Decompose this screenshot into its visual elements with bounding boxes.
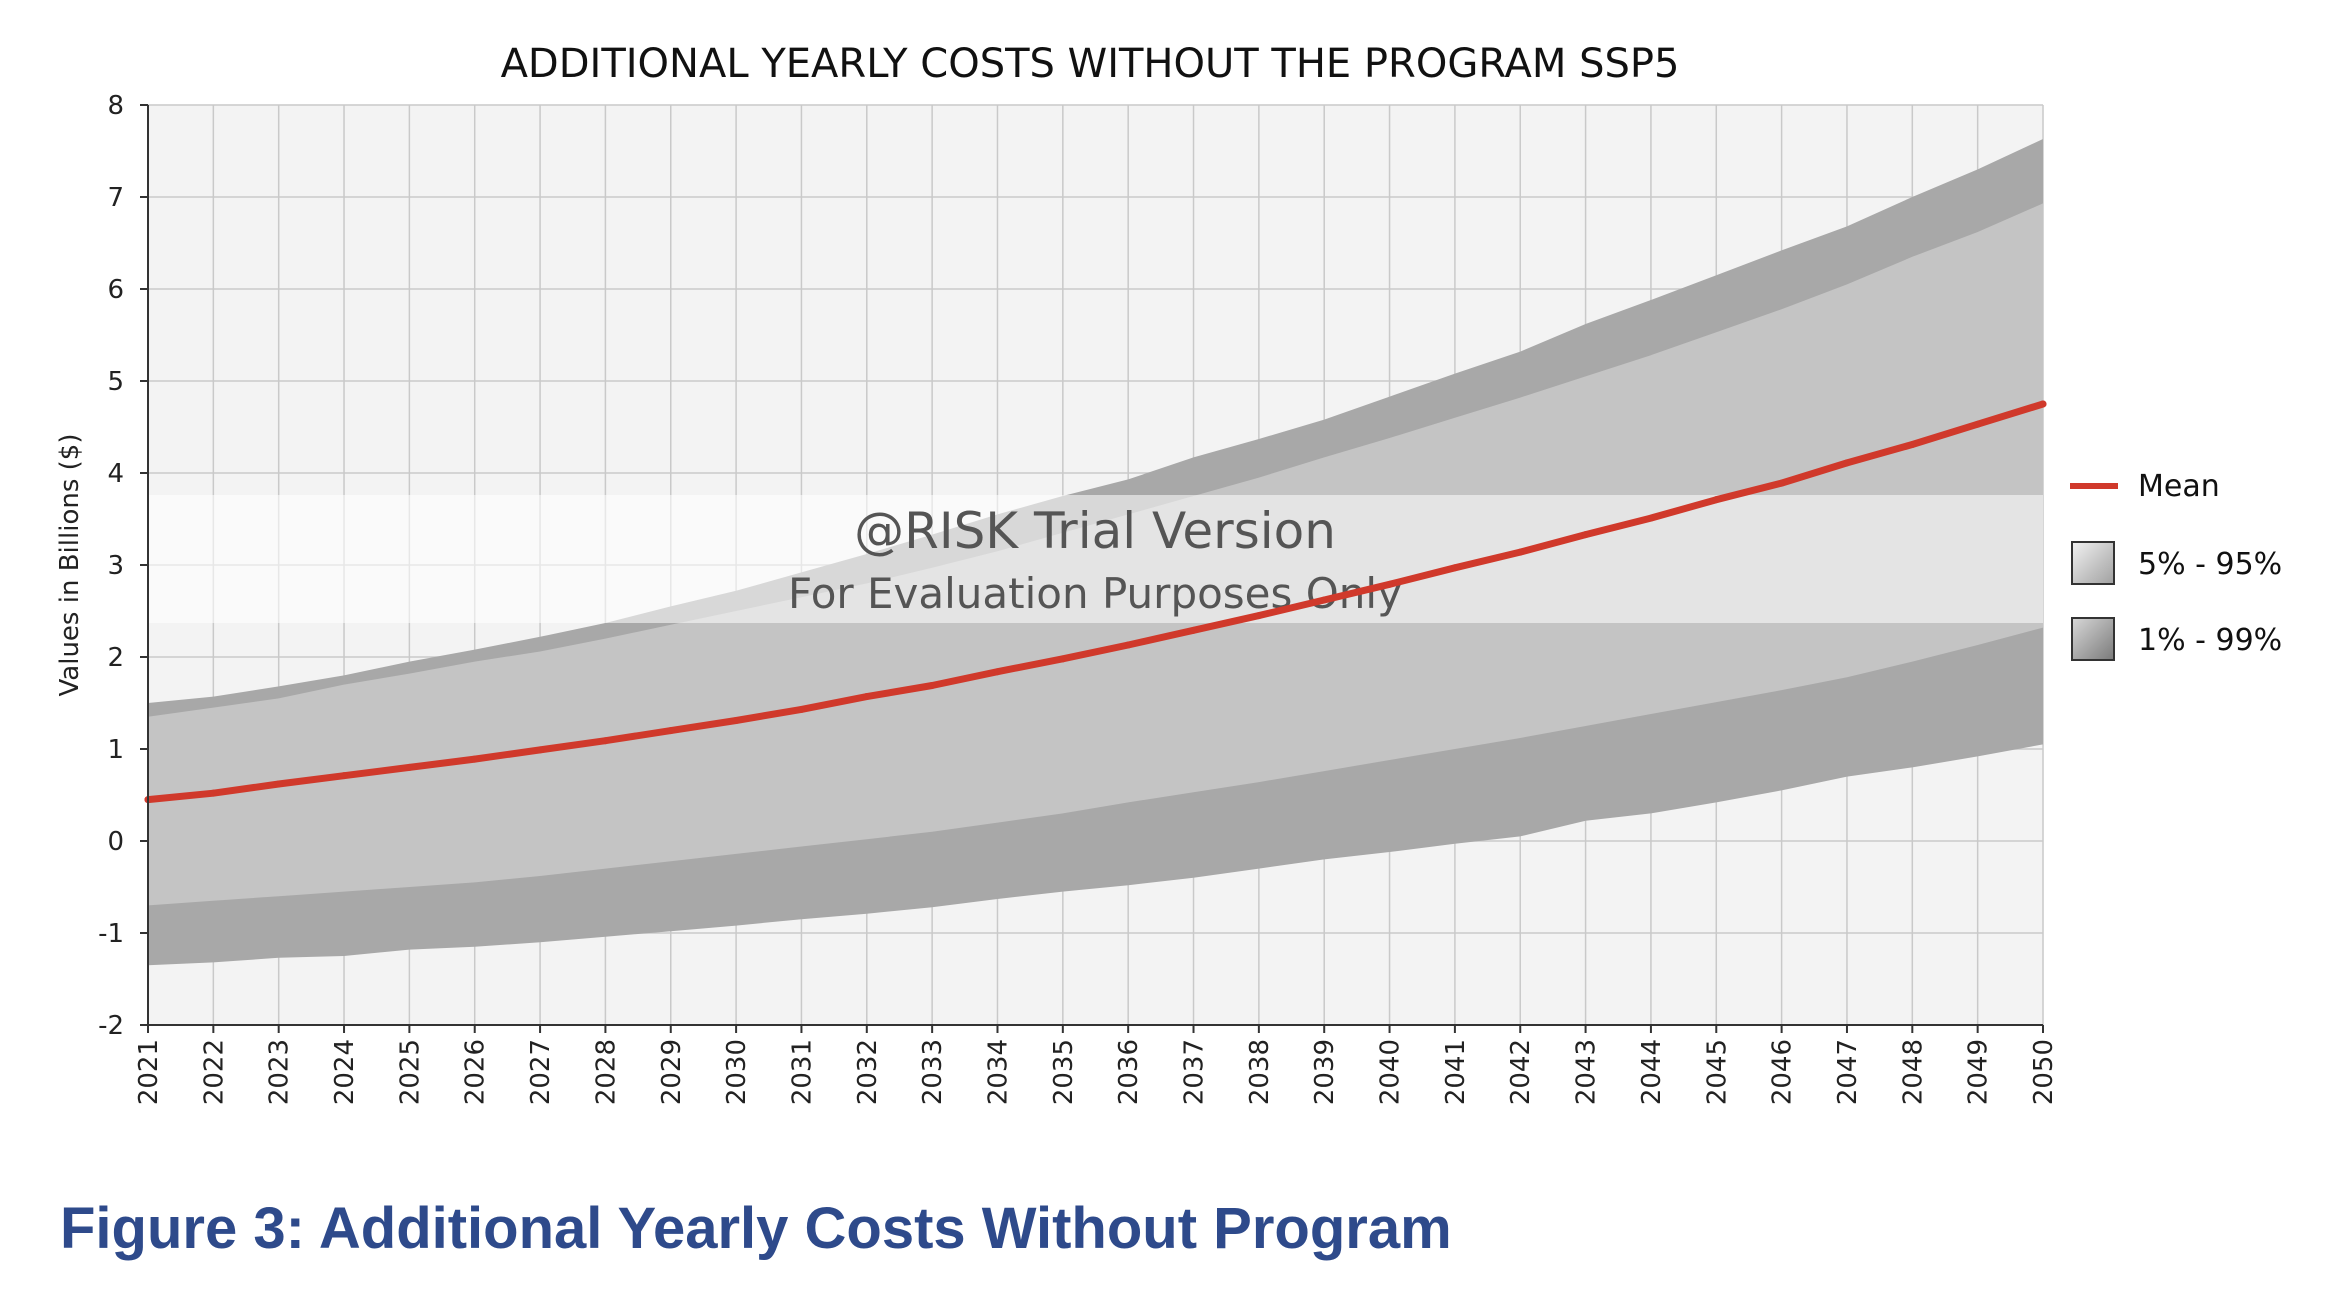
mean-point: [1190, 626, 1198, 634]
mean-point: [1386, 580, 1394, 588]
x-tick-label: 2041: [1441, 1039, 1471, 1105]
mean-point: [536, 746, 544, 754]
chart-title: ADDITIONAL YEARLY COSTS WITHOUT THE PROG…: [501, 41, 1680, 87]
mean-point: [1059, 655, 1067, 663]
y-tick-label: 0: [107, 827, 124, 857]
x-tick-label: 2042: [1506, 1039, 1536, 1105]
mean-point: [1712, 496, 1720, 504]
x-tick-label: 2024: [330, 1039, 360, 1105]
y-tick-label: 3: [107, 551, 124, 581]
mean-point: [732, 716, 740, 724]
y-tick-label: 2: [107, 643, 124, 673]
watermark-strip: [148, 495, 2043, 623]
mean-point: [405, 763, 413, 771]
y-tick-label: -2: [98, 1011, 124, 1041]
mean-point: [1647, 514, 1655, 522]
mean-point: [667, 727, 675, 735]
mean-point: [1582, 531, 1590, 539]
figure-caption: Figure 3: Additional Yearly Costs Withou…: [60, 1196, 1452, 1261]
x-tick-label: 2046: [1768, 1039, 1798, 1105]
legend-item-mean: Mean: [2070, 469, 2220, 504]
watermark: @RISK Trial Version For Evaluation Purpo…: [148, 495, 2043, 623]
x-tick-label: 2021: [134, 1039, 164, 1105]
mean-point: [471, 755, 479, 763]
mean-point: [1843, 459, 1851, 467]
mean-point: [928, 682, 936, 690]
legend-swatch-5-95: [2071, 541, 2115, 585]
mean-line: [144, 400, 2047, 804]
legend-label-mean: Mean: [2138, 469, 2220, 504]
x-tick-label: 2026: [461, 1039, 491, 1105]
mean-point: [275, 780, 283, 788]
x-tick-label: 2030: [722, 1039, 752, 1105]
x-tick-label: 2048: [1898, 1039, 1928, 1105]
mean-point: [1451, 564, 1459, 572]
x-tick-label: 2044: [1637, 1039, 1667, 1105]
y-tick-label: 4: [107, 459, 124, 489]
mean-point: [797, 705, 805, 713]
y-tick-labels: 8 7 6 5 4 3 2 1 0 -1 -2: [98, 91, 148, 1041]
mean-point: [1320, 596, 1328, 604]
mean-point: [993, 668, 1001, 676]
mean-point: [601, 737, 609, 745]
mean-point: [1908, 440, 1916, 448]
mean-point: [1778, 479, 1786, 487]
x-tick-label: 2022: [199, 1039, 229, 1105]
x-tick-label: 2025: [395, 1039, 425, 1105]
y-tick-label: 5: [107, 367, 124, 397]
x-tick-label: 2037: [1180, 1039, 1210, 1105]
mean-point: [209, 789, 217, 797]
legend-swatch-1-99: [2071, 617, 2115, 661]
x-tick-label: 2033: [918, 1039, 948, 1105]
x-tick-label: 2039: [1310, 1039, 1340, 1105]
y-tick-label: 1: [107, 735, 124, 765]
x-tick-label: 2045: [1702, 1039, 1732, 1105]
x-tick-label: 2038: [1245, 1039, 1275, 1105]
mean-layer: [144, 400, 2047, 804]
x-tick-label: 2050: [2029, 1039, 2059, 1105]
x-tick-label: 2036: [1114, 1039, 1144, 1105]
x-tick-label: 2032: [853, 1039, 883, 1105]
watermark-title: @RISK Trial Version: [854, 502, 1336, 560]
y-axis-label: Values in Billions ($): [55, 434, 85, 697]
mean-point: [863, 693, 871, 701]
x-tick-label: 2034: [984, 1039, 1014, 1105]
legend-label-5-95: 5% - 95%: [2138, 547, 2282, 582]
y-tick-label: 8: [107, 91, 124, 121]
x-tick-label: 2043: [1572, 1039, 1602, 1105]
x-tick-label: 2031: [787, 1039, 817, 1105]
x-tick-label: 2049: [1964, 1039, 1994, 1105]
mean-point: [1516, 548, 1524, 556]
x-tick-label: 2023: [265, 1039, 295, 1105]
legend-item-1-99: 1% - 99%: [2071, 617, 2282, 661]
x-tick-label: 2047: [1833, 1039, 1863, 1105]
watermark-subtitle: For Evaluation Purposes Only: [788, 569, 1402, 618]
x-tick-label: 2028: [591, 1039, 621, 1105]
x-tick-label: 2040: [1376, 1039, 1406, 1105]
mean-point: [340, 772, 348, 780]
mean-point: [2039, 400, 2047, 408]
y-tick-label: 7: [107, 183, 124, 213]
legend-item-5-95: 5% - 95%: [2071, 541, 2282, 585]
y-tick-label: -1: [98, 919, 124, 949]
y-tick-label: 6: [107, 275, 124, 305]
x-tick-label: 2035: [1049, 1039, 1079, 1105]
mean-point: [1974, 420, 1982, 428]
x-tick-labels: 2021 2022 2023 2024 2025 2026 2027 2028 2029 2030…: [134, 1025, 2059, 1105]
x-tick-label: 2027: [526, 1039, 556, 1105]
mean-point: [1124, 641, 1132, 649]
legend: Mean 5% - 95% 1% - 99%: [2070, 469, 2282, 661]
legend-label-1-99: 1% - 99%: [2138, 623, 2282, 658]
x-tick-label: 2029: [657, 1039, 687, 1105]
mean-point: [1255, 612, 1263, 620]
